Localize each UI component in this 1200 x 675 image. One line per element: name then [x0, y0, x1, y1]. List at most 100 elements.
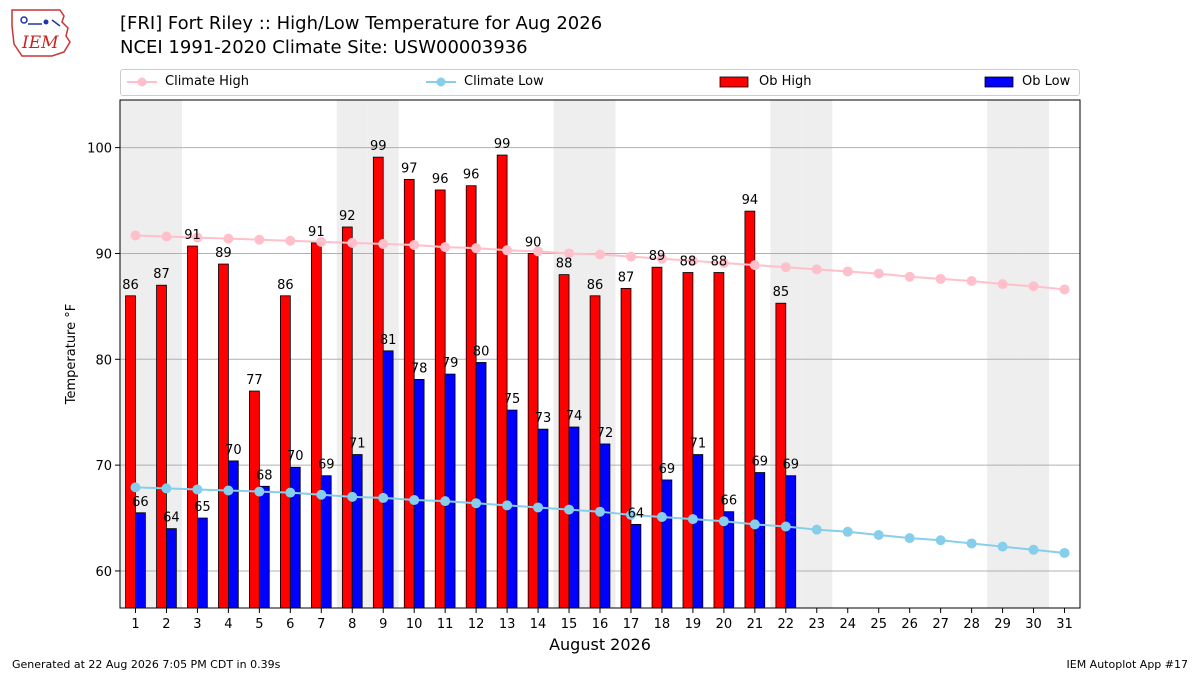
ob-high-bar — [341, 226, 353, 609]
climate-low-point — [192, 484, 203, 495]
chart-legend: Climate High Climate Low Ob High Ob Low — [120, 69, 1080, 96]
legend-ob-high: Ob High — [719, 73, 919, 91]
y-tick-label: 60 — [95, 565, 112, 580]
climate-high-point — [997, 279, 1008, 290]
app-credit: IEM Autoplot App #17 — [1066, 658, 1189, 671]
climate-high-point — [718, 257, 729, 268]
climate-high-point — [1028, 281, 1039, 292]
x-tick-label: 4 — [224, 617, 232, 632]
ob-low-bar — [135, 512, 146, 609]
climate-high-point — [1059, 284, 1070, 295]
climate-low-point — [811, 524, 822, 535]
chart-title: [FRI] Fort Riley :: High/Low Temperature… — [120, 13, 603, 34]
climate-low-point — [161, 483, 172, 494]
climate-high-point — [564, 248, 575, 259]
ob-low-bar — [630, 523, 642, 609]
ob-high-label: 86 — [277, 278, 294, 293]
ob-high-bar — [187, 245, 198, 609]
ob-low-label: 68 — [256, 468, 273, 483]
ob-high-label: 87 — [153, 267, 170, 282]
iem-logo: IEM — [11, 9, 71, 57]
x-tick-label: 8 — [348, 617, 356, 632]
climate-high-point — [811, 264, 822, 275]
climate-low-point — [409, 495, 420, 506]
x-axis-label: August 2026 — [549, 635, 651, 654]
ob-high-bar — [589, 295, 601, 609]
ob-high-label: 86 — [122, 278, 139, 293]
x-tick-label: 30 — [1025, 617, 1042, 632]
climate-low-point — [966, 538, 977, 549]
ob-low-label: 79 — [442, 356, 459, 371]
x-tick-label: 1 — [131, 617, 139, 632]
ob-high-bar — [372, 156, 384, 609]
y-tick-label: 80 — [95, 353, 112, 368]
ob-low-bar — [661, 479, 673, 609]
y-axis-label: Temperature °F — [64, 304, 79, 405]
climate-low-point — [564, 504, 575, 515]
ob-low-bar — [475, 362, 487, 609]
climate-high-point — [687, 255, 698, 266]
ob-high-label: 89 — [649, 249, 666, 264]
ob-high-label: 88 — [711, 255, 728, 270]
y-tick-label: 100 — [87, 142, 112, 157]
ob-high-label: 87 — [618, 270, 635, 285]
ob-high-bar — [125, 295, 136, 609]
ob-low-bar — [166, 528, 177, 609]
climate-high-point — [378, 238, 389, 249]
x-tick-label: 16 — [592, 617, 609, 632]
climate-low-point — [285, 487, 296, 498]
climate-high-point — [595, 249, 605, 260]
climate-high-point — [254, 234, 265, 245]
x-tick-label: 28 — [963, 617, 980, 632]
ob-low-bar — [413, 378, 425, 609]
x-tick-label: 24 — [839, 617, 856, 632]
x-tick-label: 25 — [870, 617, 887, 632]
x-tick-label: 5 — [255, 617, 263, 632]
x-tick-label: 17 — [623, 617, 640, 632]
climate-low-point — [440, 496, 451, 507]
x-tick-label: 11 — [437, 617, 454, 632]
legend-climate-low-label: Climate Low — [464, 74, 544, 89]
ob-low-bar — [568, 426, 580, 609]
x-tick-label: 29 — [994, 617, 1011, 632]
climate-high-point — [625, 251, 636, 262]
x-tick-label: 10 — [406, 617, 423, 632]
ob-high-label: 91 — [184, 228, 201, 243]
ob-high-label: 97 — [401, 161, 418, 176]
ob-high-bar — [249, 390, 260, 609]
ob-low-label: 71 — [690, 437, 707, 452]
y-tick-label: 90 — [95, 247, 112, 262]
climate-high-point — [935, 273, 946, 284]
ob-low-label: 80 — [473, 344, 490, 359]
weekend-shade — [987, 100, 1019, 608]
x-tick-label: 20 — [716, 617, 733, 632]
climate-high-point — [873, 268, 884, 279]
climate-low-point — [842, 526, 853, 537]
ob-high-bar — [496, 154, 508, 609]
generated-timestamp: Generated at 22 Aug 2026 7:05 PM CDT in … — [12, 658, 281, 671]
x-tick-label: 13 — [499, 617, 516, 632]
ob-low-bar — [227, 460, 239, 609]
x-tick-label: 12 — [468, 617, 485, 632]
legend-climate-high: Climate High — [125, 73, 325, 91]
legend-climate-low-marker — [426, 77, 456, 87]
climate-low-point — [625, 509, 636, 520]
legend-ob-low-label: Ob Low — [1022, 74, 1071, 89]
x-tick-label: 18 — [654, 617, 671, 632]
ob-low-label: 69 — [318, 458, 335, 473]
x-tick-label: 3 — [193, 617, 201, 632]
climate-high-point — [285, 235, 296, 246]
climate-high-point — [780, 262, 791, 273]
x-tick-label: 27 — [932, 617, 949, 632]
ob-low-label: 64 — [628, 506, 645, 521]
ob-high-label: 96 — [463, 168, 480, 183]
climate-high-point — [192, 232, 203, 243]
climate-low-point — [718, 516, 729, 527]
ob-high-bar — [527, 253, 539, 609]
ob-high-label: 91 — [308, 225, 325, 240]
ob-low-bar — [382, 350, 394, 609]
ob-high-label: 99 — [494, 137, 511, 152]
ob-high-bar — [218, 263, 229, 609]
x-tick-label: 26 — [901, 617, 918, 632]
